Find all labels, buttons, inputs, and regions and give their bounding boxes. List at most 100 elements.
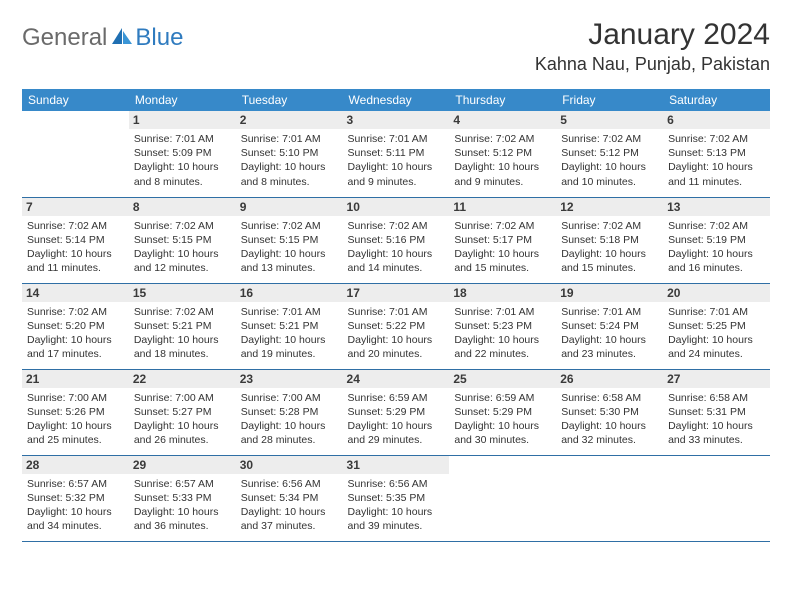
sunrise-text: Sunrise: 6:56 AM xyxy=(348,477,445,491)
calendar-day-cell xyxy=(663,455,770,541)
sunset-text: Sunset: 5:15 PM xyxy=(241,233,338,247)
day-number: 12 xyxy=(556,198,663,216)
day-number: 14 xyxy=(22,284,129,302)
daylight-text: Daylight: 10 hours and 29 minutes. xyxy=(348,419,445,447)
day-details: Sunrise: 6:56 AMSunset: 5:35 PMDaylight:… xyxy=(348,477,445,534)
day-details: Sunrise: 7:01 AMSunset: 5:24 PMDaylight:… xyxy=(561,305,658,362)
calendar-day-cell: 17Sunrise: 7:01 AMSunset: 5:22 PMDayligh… xyxy=(343,283,450,369)
daylight-text: Daylight: 10 hours and 19 minutes. xyxy=(241,333,338,361)
sunrise-text: Sunrise: 7:02 AM xyxy=(241,219,338,233)
day-number: 19 xyxy=(556,284,663,302)
day-details: Sunrise: 7:02 AMSunset: 5:16 PMDaylight:… xyxy=(348,219,445,276)
weekday-header: Tuesday xyxy=(236,89,343,111)
calendar-day-cell: 18Sunrise: 7:01 AMSunset: 5:23 PMDayligh… xyxy=(449,283,556,369)
daylight-text: Daylight: 10 hours and 32 minutes. xyxy=(561,419,658,447)
day-details: Sunrise: 7:02 AMSunset: 5:12 PMDaylight:… xyxy=(454,132,551,189)
day-number: 9 xyxy=(236,198,343,216)
calendar-day-cell: 16Sunrise: 7:01 AMSunset: 5:21 PMDayligh… xyxy=(236,283,343,369)
daylight-text: Daylight: 10 hours and 8 minutes. xyxy=(241,160,338,188)
sunset-text: Sunset: 5:13 PM xyxy=(668,146,765,160)
daylight-text: Daylight: 10 hours and 17 minutes. xyxy=(27,333,124,361)
day-details: Sunrise: 6:59 AMSunset: 5:29 PMDaylight:… xyxy=(348,391,445,448)
header: General Blue January 2024 Kahna Nau, Pun… xyxy=(22,18,770,75)
day-number: 28 xyxy=(22,456,129,474)
daylight-text: Daylight: 10 hours and 24 minutes. xyxy=(668,333,765,361)
calendar-day-cell: 1Sunrise: 7:01 AMSunset: 5:09 PMDaylight… xyxy=(129,111,236,197)
day-details: Sunrise: 7:02 AMSunset: 5:12 PMDaylight:… xyxy=(561,132,658,189)
daylight-text: Daylight: 10 hours and 26 minutes. xyxy=(134,419,231,447)
calendar-day-cell: 25 Sunrise: 6:59 AMSunset: 5:29 PMDayligh… xyxy=(449,369,556,455)
sunrise-text: Sunrise: 6:58 AM xyxy=(561,391,658,405)
sunrise-text: Sunrise: 7:01 AM xyxy=(241,132,338,146)
sunset-text: Sunset: 5:25 PM xyxy=(668,319,765,333)
sunset-text: Sunset: 5:29 PM xyxy=(348,405,445,419)
sunrise-text: Sunrise: 7:01 AM xyxy=(561,305,658,319)
calendar-day-cell: 26Sunrise: 6:58 AMSunset: 5:30 PMDayligh… xyxy=(556,369,663,455)
daylight-text: Daylight: 10 hours and 20 minutes. xyxy=(348,333,445,361)
day-number: 26 xyxy=(556,370,663,388)
day-number: 10 xyxy=(343,198,450,216)
daylight-text: Daylight: 10 hours and 12 minutes. xyxy=(134,247,231,275)
sunrise-text: Sunrise: 6:56 AM xyxy=(241,477,338,491)
sunset-text: Sunset: 5:26 PM xyxy=(27,405,124,419)
day-number: 25 xyxy=(449,370,556,388)
calendar-week-row: 7Sunrise: 7:02 AMSunset: 5:14 PMDaylight… xyxy=(22,197,770,283)
sunrise-text: Sunrise: 7:02 AM xyxy=(27,219,124,233)
calendar-day-cell: 12Sunrise: 7:02 AMSunset: 5:18 PMDayligh… xyxy=(556,197,663,283)
daylight-text: Daylight: 10 hours and 10 minutes. xyxy=(561,160,658,188)
day-details: Sunrise: 7:01 AMSunset: 5:11 PMDaylight:… xyxy=(348,132,445,189)
sunset-text: Sunset: 5:21 PM xyxy=(134,319,231,333)
day-number: 31 xyxy=(343,456,450,474)
calendar-day-cell xyxy=(556,455,663,541)
day-number: 4 xyxy=(449,111,556,129)
sunrise-text: Sunrise: 7:01 AM xyxy=(134,132,231,146)
sunset-text: Sunset: 5:28 PM xyxy=(241,405,338,419)
daylight-text: Daylight: 10 hours and 16 minutes. xyxy=(668,247,765,275)
daylight-text: Daylight: 10 hours and 11 minutes. xyxy=(27,247,124,275)
calendar-day-cell: 7Sunrise: 7:02 AMSunset: 5:14 PMDaylight… xyxy=(22,197,129,283)
day-number: 30 xyxy=(236,456,343,474)
calendar-day-cell: 23Sunrise: 7:00 AMSunset: 5:28 PMDayligh… xyxy=(236,369,343,455)
day-details: Sunrise: 6:56 AMSunset: 5:34 PMDaylight:… xyxy=(241,477,338,534)
sunrise-text: Sunrise: 7:02 AM xyxy=(561,132,658,146)
sunrise-text: Sunrise: 7:01 AM xyxy=(241,305,338,319)
calendar-day-cell: 10 Sunrise: 7:02 AMSunset: 5:16 PMDayligh… xyxy=(343,197,450,283)
day-number: 6 xyxy=(663,111,770,129)
day-number: 24 xyxy=(343,370,450,388)
sunrise-text: Sunrise: 7:02 AM xyxy=(454,132,551,146)
daylight-text: Daylight: 10 hours and 22 minutes. xyxy=(454,333,551,361)
daylight-text: Daylight: 10 hours and 8 minutes. xyxy=(134,160,231,188)
daylight-text: Daylight: 10 hours and 9 minutes. xyxy=(454,160,551,188)
sunset-text: Sunset: 5:34 PM xyxy=(241,491,338,505)
calendar-day-cell xyxy=(22,111,129,197)
weekday-header: Wednesday xyxy=(343,89,450,111)
logo-text-blue: Blue xyxy=(135,24,183,52)
day-details: Sunrise: 7:02 AMSunset: 5:21 PMDaylight:… xyxy=(134,305,231,362)
sunrise-text: Sunrise: 7:02 AM xyxy=(668,132,765,146)
calendar-day-cell: 6Sunrise: 7:02 AMSunset: 5:13 PMDaylight… xyxy=(663,111,770,197)
sunrise-text: Sunrise: 7:01 AM xyxy=(454,305,551,319)
daylight-text: Daylight: 10 hours and 15 minutes. xyxy=(454,247,551,275)
calendar-week-row: 28Sunrise: 6:57 AMSunset: 5:32 PMDayligh… xyxy=(22,455,770,541)
sunrise-text: Sunrise: 7:02 AM xyxy=(134,305,231,319)
daylight-text: Daylight: 10 hours and 13 minutes. xyxy=(241,247,338,275)
calendar-day-cell: 9 Sunrise: 7:02 AMSunset: 5:15 PMDaylight… xyxy=(236,197,343,283)
calendar-day-cell: 31 Sunrise: 6:56 AMSunset: 5:35 PMDayligh… xyxy=(343,455,450,541)
day-number: 3 xyxy=(343,111,450,129)
day-number: 18 xyxy=(449,284,556,302)
daylight-text: Daylight: 10 hours and 33 minutes. xyxy=(668,419,765,447)
weekday-header: Thursday xyxy=(449,89,556,111)
sunset-text: Sunset: 5:14 PM xyxy=(27,233,124,247)
day-details: Sunrise: 6:59 AMSunset: 5:29 PMDaylight:… xyxy=(454,391,551,448)
day-number: 23 xyxy=(236,370,343,388)
day-details: Sunrise: 7:02 AMSunset: 5:15 PMDaylight:… xyxy=(134,219,231,276)
day-details: Sunrise: 7:02 AMSunset: 5:15 PMDaylight:… xyxy=(241,219,338,276)
sunset-text: Sunset: 5:09 PM xyxy=(134,146,231,160)
sunset-text: Sunset: 5:16 PM xyxy=(348,233,445,247)
day-number: 8 xyxy=(129,198,236,216)
calendar-day-cell: 4 Sunrise: 7:02 AMSunset: 5:12 PMDaylight… xyxy=(449,111,556,197)
daylight-text: Daylight: 10 hours and 30 minutes. xyxy=(454,419,551,447)
sunset-text: Sunset: 5:24 PM xyxy=(561,319,658,333)
calendar-day-cell: 8 Sunrise: 7:02 AMSunset: 5:15 PMDaylight… xyxy=(129,197,236,283)
sunrise-text: Sunrise: 7:00 AM xyxy=(27,391,124,405)
